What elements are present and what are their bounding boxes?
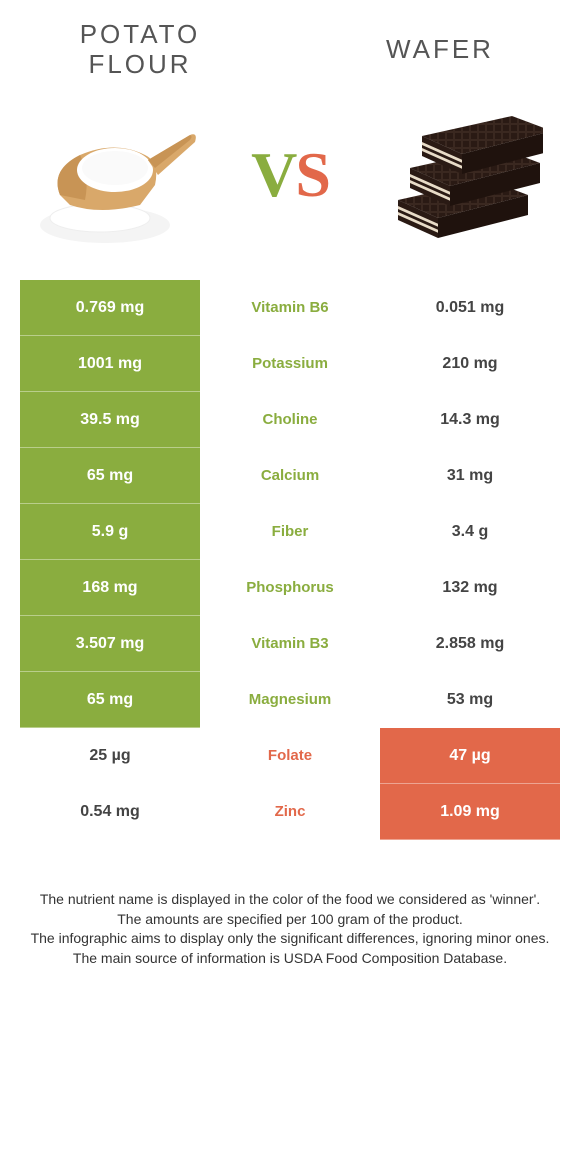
left-value-cell: 25 µg [20,728,200,784]
right-value-cell: 53 mg [380,672,560,728]
nutrient-name-cell: Vitamin B6 [200,280,380,336]
nutrient-name-cell: Potassium [200,336,380,392]
left-value-cell: 65 mg [20,672,200,728]
table-row: 0.54 mgZinc1.09 mg [20,784,560,840]
right-value-cell: 210 mg [380,336,560,392]
right-value-cell: 1.09 mg [380,784,560,840]
footer-line: The amounts are specified per 100 gram o… [30,910,550,930]
wafer-image [375,90,555,260]
right-value-cell: 14.3 mg [380,392,560,448]
nutrient-name-cell: Zinc [200,784,380,840]
vs-s-letter: S [295,139,329,210]
right-food-title: Wafer [340,35,540,65]
flour-scoop-icon [30,100,200,250]
table-row: 168 mgPhosphorus132 mg [20,560,560,616]
nutrient-name-cell: Folate [200,728,380,784]
comparison-table: 0.769 mgVitamin B60.051 mg1001 mgPotassi… [20,280,560,841]
left-value-cell: 39.5 mg [20,392,200,448]
right-value-cell: 47 µg [380,728,560,784]
table-row: 65 mgMagnesium53 mg [20,672,560,728]
nutrient-name-cell: Phosphorus [200,560,380,616]
right-value-cell: 2.858 mg [380,616,560,672]
footer-line: The nutrient name is displayed in the co… [30,890,550,910]
left-value-cell: 3.507 mg [20,616,200,672]
table-row: 0.769 mgVitamin B60.051 mg [20,280,560,336]
nutrient-name-cell: Vitamin B3 [200,616,380,672]
table-row: 5.9 gFiber3.4 g [20,504,560,560]
table-row: 1001 mgPotassium210 mg [20,336,560,392]
vs-label: VS [251,138,329,212]
left-value-cell: 0.769 mg [20,280,200,336]
nutrient-name-cell: Fiber [200,504,380,560]
wafer-icon [388,100,543,250]
table-row: 25 µgFolate47 µg [20,728,560,784]
footer-line: The main source of information is USDA F… [30,949,550,969]
left-value-cell: 1001 mg [20,336,200,392]
header: Potato flour Wafer [0,0,580,80]
left-food-title: Potato flour [40,20,240,80]
nutrient-name-cell: Calcium [200,448,380,504]
nutrient-name-cell: Choline [200,392,380,448]
images-row: VS [0,80,580,280]
right-value-cell: 132 mg [380,560,560,616]
table-row: 3.507 mgVitamin B32.858 mg [20,616,560,672]
table-row: 39.5 mgCholine14.3 mg [20,392,560,448]
right-value-cell: 3.4 g [380,504,560,560]
left-value-cell: 5.9 g [20,504,200,560]
footer-line: The infographic aims to display only the… [30,929,550,949]
nutrient-name-cell: Magnesium [200,672,380,728]
left-value-cell: 65 mg [20,448,200,504]
left-value-cell: 168 mg [20,560,200,616]
left-value-cell: 0.54 mg [20,784,200,840]
table-row: 65 mgCalcium31 mg [20,448,560,504]
vs-v-letter: V [251,139,295,210]
potato-flour-image [25,90,205,260]
right-value-cell: 31 mg [380,448,560,504]
right-value-cell: 0.051 mg [380,280,560,336]
footer-notes: The nutrient name is displayed in the co… [30,890,550,968]
